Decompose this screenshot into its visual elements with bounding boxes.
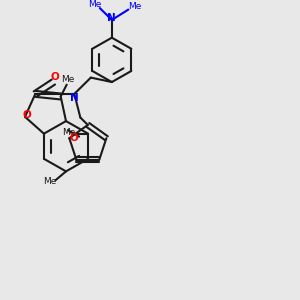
Text: O: O	[69, 133, 78, 143]
Text: Me: Me	[62, 128, 75, 137]
Text: Me: Me	[88, 0, 101, 9]
Text: Me: Me	[43, 177, 56, 186]
Text: Me: Me	[61, 75, 74, 84]
Text: O: O	[50, 72, 59, 82]
Text: N: N	[107, 13, 116, 22]
Text: O: O	[23, 110, 32, 120]
Text: Me: Me	[128, 2, 141, 11]
Text: N: N	[70, 93, 79, 103]
